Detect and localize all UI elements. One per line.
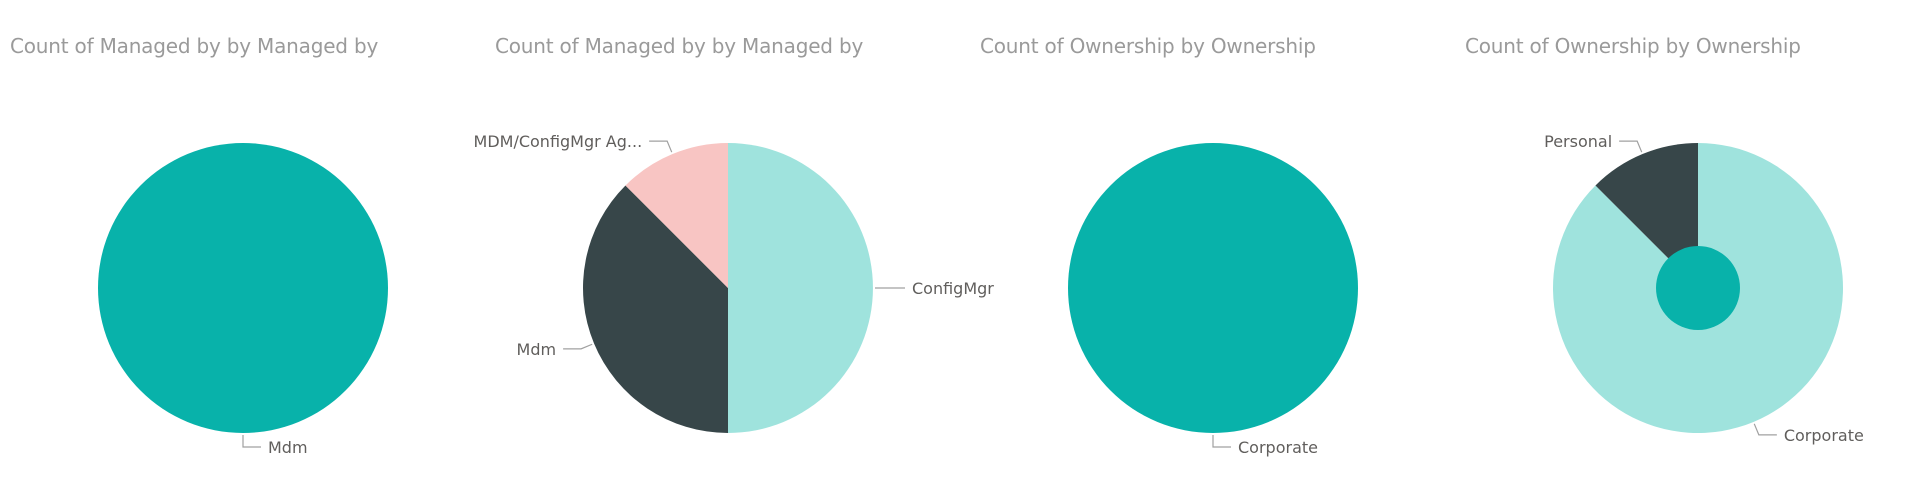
chart-title: Count of Managed by by Managed by	[10, 34, 379, 58]
pie-slice-2[interactable]	[583, 185, 728, 433]
pie-svg: Corporate	[1068, 143, 1358, 457]
leader-line	[242, 435, 261, 448]
slice-label: Corporate	[1784, 426, 1864, 445]
center-dot	[1656, 246, 1740, 330]
slice-label: ConfigMgr	[912, 279, 994, 298]
slice-label: Mdm	[517, 340, 557, 359]
pie-slice-1[interactable]	[728, 143, 873, 433]
leader-line	[1753, 423, 1777, 436]
pie-svg: Mdm	[98, 143, 388, 457]
leader-line	[649, 140, 673, 153]
slice-label: MDM/ConfigMgr Ag...	[474, 132, 643, 151]
slice-label: Corporate	[1238, 438, 1318, 457]
pie-slice-3[interactable]	[625, 143, 728, 288]
chart-title: Count of Managed by by Managed by	[495, 34, 864, 58]
chart-title: Count of Ownership by Ownership	[1465, 34, 1801, 58]
pie-chart-managed-by-2: Count of Managed by by Managed by Config…	[474, 0, 994, 487]
pie-chart-ownership-2: Count of Ownership by Ownership Corporat…	[1455, 0, 1920, 487]
leader-line	[563, 343, 593, 350]
pie-chart-ownership-1: Count of Ownership by Ownership Corporat…	[970, 0, 1450, 487]
slice-label: Mdm	[268, 438, 308, 457]
pie-slice-1[interactable]	[98, 143, 388, 433]
pie-chart-managed-by-1: Count of Managed by by Managed by Mdm	[0, 0, 480, 487]
pie-slice-1[interactable]	[1068, 143, 1358, 433]
chart-title: Count of Ownership by Ownership	[980, 34, 1316, 58]
leader-line	[1212, 435, 1231, 448]
leader-line	[1619, 140, 1643, 153]
pie-svg: ConfigMgr Mdm MDM/ConfigMgr Ag...	[474, 132, 994, 433]
pie-svg: Corporate Personal	[1544, 132, 1864, 445]
slice-label: Personal	[1544, 132, 1612, 151]
pie-slice-2[interactable]	[1595, 143, 1698, 288]
